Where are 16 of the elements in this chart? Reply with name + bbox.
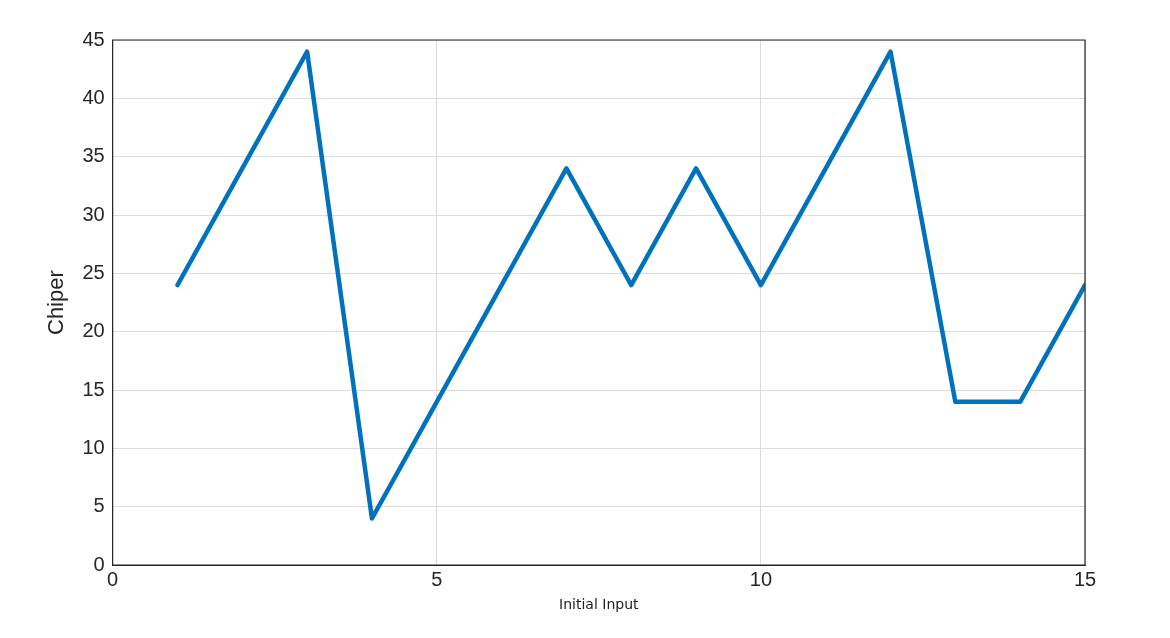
y-tick-label: 45 [82,27,105,50]
y-axis-title: Chiper [43,270,69,336]
x-tick-label: 15 [1073,567,1097,590]
y-tick-label: 5 [93,494,105,517]
y-tick-label: 40 [82,85,105,108]
y-tick-label: 15 [82,377,105,400]
y-tick-label: 25 [82,260,105,283]
x-tick-label: 5 [431,567,443,590]
y-tick-label: 0 [93,552,105,575]
x-tick-label: 10 [749,567,773,590]
y-tick-label: 30 [82,202,105,225]
x-axis-title: Initial Input [559,596,640,613]
x-tick-label: 0 [107,567,119,590]
y-tick-label: 10 [82,436,105,458]
y-tick-label: 35 [82,144,105,167]
y-tick-label: 20 [82,319,105,342]
